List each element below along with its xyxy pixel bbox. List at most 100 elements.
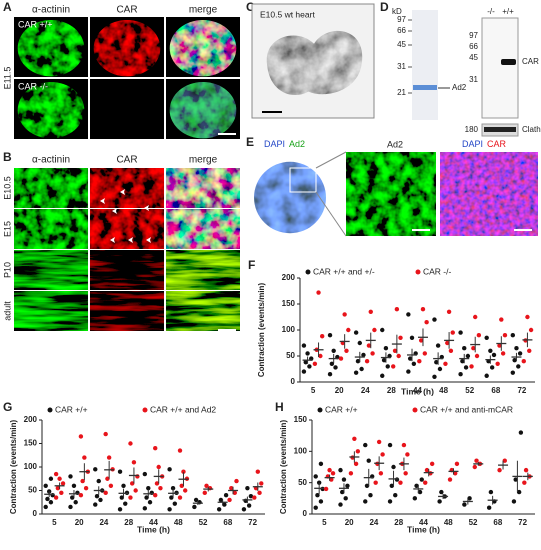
dot — [333, 365, 338, 370]
dot — [424, 467, 430, 473]
dot — [454, 461, 460, 467]
dot — [528, 327, 534, 333]
dot — [327, 372, 333, 377]
dot — [486, 505, 492, 510]
dot — [359, 366, 364, 372]
dot — [227, 497, 232, 503]
y-tick-label: 0 — [303, 509, 308, 518]
label: D — [380, 0, 389, 14]
dot — [364, 359, 370, 364]
dot — [423, 480, 428, 485]
dot — [391, 464, 396, 470]
dot — [502, 458, 507, 463]
legend-marker — [317, 407, 323, 413]
dot — [128, 495, 133, 500]
dot — [361, 352, 366, 358]
dot — [383, 346, 389, 351]
dot — [48, 476, 54, 481]
micrograph — [166, 168, 240, 208]
dot — [119, 495, 124, 500]
x-tick-label: 68 — [491, 386, 500, 395]
dot — [527, 348, 532, 353]
dot — [142, 471, 148, 477]
dot — [458, 372, 463, 377]
label: 66 — [469, 42, 478, 51]
x-tick-label: 68 — [493, 518, 502, 527]
label: DAPI Ad2 — [264, 139, 305, 149]
dot — [489, 365, 495, 370]
dot — [465, 353, 471, 359]
dot — [307, 364, 312, 369]
dot — [232, 490, 237, 496]
y-tick-label: 50 — [298, 478, 307, 487]
dot — [305, 351, 310, 356]
dot — [389, 483, 394, 488]
dot — [417, 359, 422, 364]
dot — [396, 353, 401, 359]
arrowhead — [112, 208, 117, 214]
dot — [522, 480, 527, 485]
micrograph — [17, 19, 85, 77]
legend-label: CAR +/+ and +/- — [313, 266, 375, 276]
dot — [394, 307, 400, 312]
dot — [387, 499, 393, 504]
y-tick-label: 100 — [294, 446, 308, 455]
arrowhead — [128, 237, 133, 243]
y-tick-label: 200 — [24, 415, 38, 424]
dot — [202, 490, 207, 496]
dot — [257, 490, 262, 496]
dot — [204, 483, 209, 488]
dot — [366, 343, 372, 348]
label: P10 — [2, 262, 12, 278]
label: H — [275, 400, 284, 414]
x-axis-label: Time (h) — [401, 386, 434, 396]
dot — [429, 461, 435, 467]
y-tick-label: 0 — [33, 509, 38, 518]
dot — [192, 504, 197, 510]
dot — [169, 495, 174, 500]
label: CAR — [487, 139, 507, 149]
dot — [177, 448, 183, 453]
legend-marker — [412, 407, 418, 413]
dot — [128, 441, 133, 446]
dot — [348, 471, 354, 476]
dot — [370, 351, 375, 356]
dot — [255, 469, 261, 474]
dot — [378, 471, 384, 476]
dot — [419, 477, 424, 482]
dot — [158, 485, 163, 491]
dot — [474, 353, 480, 359]
dot — [93, 502, 98, 507]
dot — [518, 430, 524, 435]
dot — [424, 320, 429, 325]
gel-band — [413, 85, 437, 90]
legend-marker — [305, 269, 311, 275]
label: F — [248, 258, 255, 272]
label: 180 — [465, 125, 479, 134]
x-tick-label: 52 — [469, 518, 478, 527]
dot — [418, 338, 424, 343]
dot — [346, 327, 351, 333]
dot — [355, 359, 361, 364]
dot — [372, 327, 377, 333]
dot — [301, 343, 307, 348]
dot — [156, 464, 161, 470]
legend-label: CAR +/+ and Ad2 — [150, 404, 216, 414]
dot — [323, 486, 329, 492]
dot — [108, 483, 114, 488]
dot — [312, 361, 318, 366]
dot — [318, 499, 324, 504]
dot — [78, 493, 84, 498]
micrograph — [14, 168, 88, 208]
dot — [353, 370, 359, 375]
dot — [331, 348, 336, 353]
micrograph-bg — [90, 79, 164, 139]
dot — [229, 485, 234, 491]
x-tick-label: 48 — [174, 518, 183, 527]
dot — [363, 442, 368, 448]
x-axis-label: Time (h) — [137, 524, 170, 534]
dot — [327, 333, 333, 338]
dot — [318, 353, 323, 359]
legend-label: CAR +/+ — [55, 404, 88, 414]
legend-label: CAR +/+ and anti-mCAR — [420, 404, 513, 414]
